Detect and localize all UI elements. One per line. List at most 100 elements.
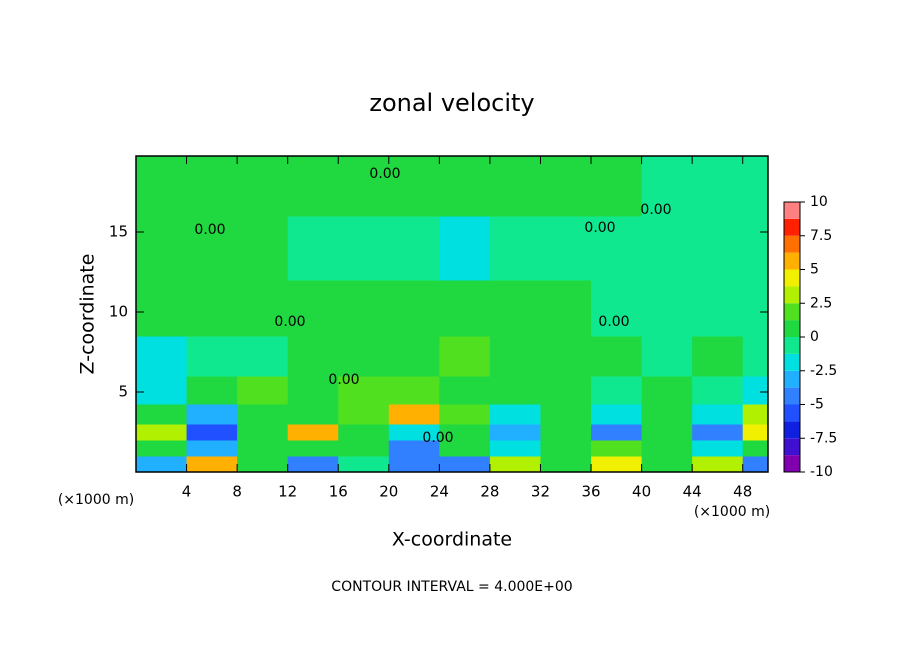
field-cell xyxy=(439,156,491,217)
field-cell xyxy=(338,404,390,425)
field-cell xyxy=(186,280,238,337)
field-cell xyxy=(742,216,768,281)
field-cell xyxy=(388,376,440,405)
colorbar-segment xyxy=(784,438,800,456)
field-cell xyxy=(186,156,238,217)
field-cell xyxy=(338,440,390,457)
field-cell xyxy=(591,376,643,405)
x-tick-label: 12 xyxy=(278,483,297,501)
colorbar-tick-label: 2.5 xyxy=(810,295,832,311)
field-cell xyxy=(540,280,592,337)
field-cell xyxy=(287,404,339,425)
x-tick-label: 44 xyxy=(683,483,702,501)
field-cell xyxy=(186,336,238,377)
field-cell xyxy=(439,336,491,377)
field-cell xyxy=(338,424,390,441)
y-unit-label: (×1000 m) xyxy=(58,492,134,508)
colorbar-segment xyxy=(784,202,800,219)
field-cell xyxy=(540,376,592,405)
field-cell xyxy=(287,376,339,405)
field-cell xyxy=(439,424,491,441)
contour-label: 0.00 xyxy=(640,202,671,218)
field-cell xyxy=(388,424,440,441)
contour-label: 0.00 xyxy=(274,314,305,330)
field-cell xyxy=(540,216,592,281)
field-cell xyxy=(186,376,238,405)
field-cell xyxy=(540,156,592,217)
field-cell xyxy=(338,336,390,377)
field-cell xyxy=(489,216,541,281)
field-cell xyxy=(237,404,289,425)
field-cell xyxy=(692,440,744,457)
x-tick-label: 48 xyxy=(733,483,752,501)
field-cell xyxy=(388,404,440,425)
x-tick-label: 36 xyxy=(581,483,600,501)
field-cell xyxy=(489,440,541,457)
colorbar-segment xyxy=(784,320,800,337)
x-tick-label: 16 xyxy=(329,483,348,501)
colorbar-segment xyxy=(784,286,800,304)
field-cell xyxy=(591,440,643,457)
colorbar-tick-label: -5 xyxy=(810,397,824,413)
field-cell xyxy=(388,336,440,377)
x-tick-label: 24 xyxy=(430,483,449,501)
x-tick-label: 40 xyxy=(632,483,651,501)
field-cell xyxy=(641,216,693,281)
field-cell xyxy=(692,404,744,425)
x-tick-label: 28 xyxy=(480,483,499,501)
field-cell xyxy=(692,280,744,337)
field-cell xyxy=(287,156,339,217)
field-cell xyxy=(287,424,339,441)
field-cell xyxy=(591,456,643,472)
field-cell xyxy=(641,280,693,337)
field-cell xyxy=(136,404,188,425)
field-cell xyxy=(237,156,289,217)
field-cell xyxy=(540,336,592,377)
field-cell xyxy=(237,280,289,337)
chart-title: zonal velocity xyxy=(369,89,534,117)
field-cell xyxy=(287,440,339,457)
field-cell xyxy=(489,456,541,472)
field-cell xyxy=(287,456,339,472)
field-cell xyxy=(692,156,744,217)
colorbar-segment xyxy=(784,269,800,287)
field-cell xyxy=(186,440,238,457)
field-cell xyxy=(489,336,541,377)
colorbar-segment xyxy=(784,421,800,439)
field-cell xyxy=(338,376,390,405)
field-cell xyxy=(439,376,491,405)
colorbar-tick-label: 0 xyxy=(810,329,819,345)
field-cell xyxy=(287,216,339,281)
field-cell xyxy=(742,280,768,337)
field-cell xyxy=(439,280,491,337)
field-cell xyxy=(237,440,289,457)
field-cell xyxy=(136,440,188,457)
field-cell xyxy=(742,336,768,377)
field-cell xyxy=(489,280,541,337)
field-cell xyxy=(388,156,440,217)
contour-label: 0.00 xyxy=(598,314,629,330)
x-tick-label: 4 xyxy=(182,483,192,501)
field xyxy=(136,156,768,472)
field-cell xyxy=(338,216,390,281)
contour-label: 0.00 xyxy=(369,166,400,182)
field-cell xyxy=(641,156,693,217)
field-cell xyxy=(237,376,289,405)
x-unit-label: (×1000 m) xyxy=(694,504,770,520)
field-cell xyxy=(136,216,188,281)
field-cell xyxy=(237,336,289,377)
field-cell xyxy=(742,456,768,472)
field-cell xyxy=(742,440,768,457)
field-cell xyxy=(540,404,592,425)
plot-frame xyxy=(135,155,769,473)
x-tick-label: 32 xyxy=(531,483,550,501)
colorbar-segment xyxy=(784,455,800,472)
field-cell xyxy=(287,280,339,337)
field-cell xyxy=(136,456,188,472)
colorbar-tick-label: -10 xyxy=(810,464,833,480)
field-cell xyxy=(540,424,592,441)
field-cell xyxy=(136,336,188,377)
field-cell xyxy=(641,440,693,457)
field-cell xyxy=(591,280,643,337)
